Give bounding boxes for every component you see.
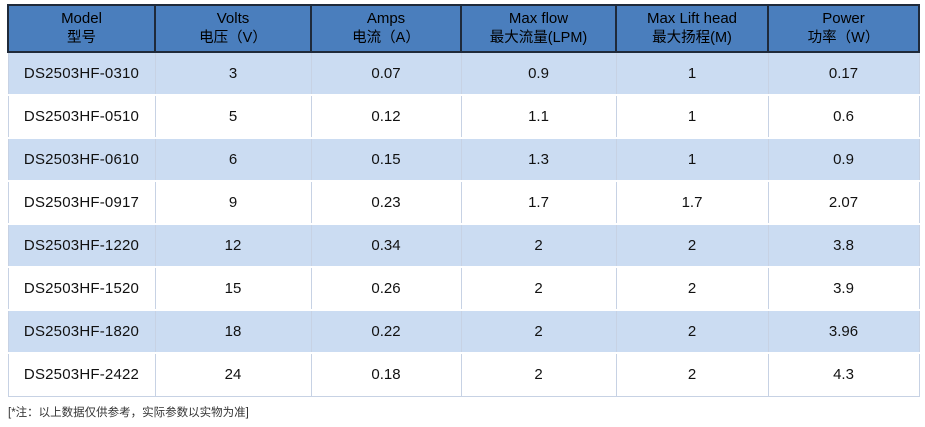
table-row: DS2503HF-0310 3 0.07 0.9 1 0.17 <box>7 51 920 96</box>
column-header-en: Power <box>822 10 865 27</box>
amps-cell: 0.18 <box>310 352 462 397</box>
column-header-max_flow: Max flow 最大流量(LPM) <box>460 4 617 53</box>
max_lift_head-cell: 1 <box>615 51 769 96</box>
max_lift_head-cell: 2 <box>615 352 769 397</box>
table-row: DS2503HF-0610 6 0.15 1.3 1 0.9 <box>7 137 920 182</box>
power-cell: 0.6 <box>767 94 920 139</box>
table-row: DS2503HF-0510 5 0.12 1.1 1 0.6 <box>7 94 920 139</box>
max_flow-cell: 0.9 <box>460 51 617 96</box>
max_flow-cell: 2 <box>460 309 617 354</box>
column-header-zh: 型号 <box>67 30 96 46</box>
table-row: DS2503HF-1820 18 0.22 2 2 3.96 <box>7 309 920 354</box>
column-header-en: Max flow <box>508 10 569 27</box>
amps-cell: 0.34 <box>310 223 462 268</box>
max_flow-cell: 1.7 <box>460 180 617 225</box>
model-cell: DS2503HF-1820 <box>7 309 156 354</box>
table-body: DS2503HF-0310 3 0.07 0.9 1 0.17 DS2503HF-0510 5… <box>7 51 920 397</box>
max_lift_head-cell: 1 <box>615 137 769 182</box>
power-cell: 2.07 <box>767 180 920 225</box>
column-header-en: Amps <box>366 10 406 27</box>
amps-cell: 0.23 <box>310 180 462 225</box>
model-cell: DS2503HF-1220 <box>7 223 156 268</box>
volts-cell: 5 <box>154 94 312 139</box>
model-cell: DS2503HF-0610 <box>7 137 156 182</box>
model-cell: DS2503HF-0510 <box>7 94 156 139</box>
column-header-max_lift_head: Max Lift head 最大扬程(M) <box>615 4 769 53</box>
amps-cell: 0.26 <box>310 266 462 311</box>
amps-cell: 0.12 <box>310 94 462 139</box>
header-row: Model 型号 Volts 电压（V） Amps 电流（A） Max flow 最大流量(L… <box>7 4 920 53</box>
volts-cell: 24 <box>154 352 312 397</box>
pump-spec-table: Model 型号 Volts 电压（V） Amps 电流（A） Max flow 最大流量(L… <box>7 4 920 397</box>
max_flow-cell: 2 <box>460 223 617 268</box>
column-header-en: Max Lift head <box>646 10 738 27</box>
volts-cell: 18 <box>154 309 312 354</box>
max_flow-cell: 1.3 <box>460 137 617 182</box>
table-row: DS2503HF-1520 15 0.26 2 2 3.9 <box>7 266 920 311</box>
column-header-zh: 电压（V） <box>199 30 267 46</box>
model-cell: DS2503HF-0917 <box>7 180 156 225</box>
power-cell: 3.8 <box>767 223 920 268</box>
model-cell: DS2503HF-2422 <box>7 352 156 397</box>
column-header-en: Volts <box>216 10 250 27</box>
table-row: DS2503HF-0917 9 0.23 1.7 1.7 2.07 <box>7 180 920 225</box>
table-row: DS2503HF-1220 12 0.34 2 2 3.8 <box>7 223 920 268</box>
power-cell: 4.3 <box>767 352 920 397</box>
max_lift_head-cell: 2 <box>615 223 769 268</box>
volts-cell: 3 <box>154 51 312 96</box>
max_flow-cell: 2 <box>460 266 617 311</box>
table-row: DS2503HF-2422 24 0.18 2 2 4.3 <box>7 352 920 397</box>
column-header-zh: 功率（W） <box>807 30 880 46</box>
power-cell: 0.9 <box>767 137 920 182</box>
amps-cell: 0.15 <box>310 137 462 182</box>
max_flow-cell: 1.1 <box>460 94 617 139</box>
column-header-model: Model 型号 <box>7 4 156 53</box>
power-cell: 3.9 <box>767 266 920 311</box>
power-cell: 0.17 <box>767 51 920 96</box>
max_flow-cell: 2 <box>460 352 617 397</box>
volts-cell: 9 <box>154 180 312 225</box>
volts-cell: 6 <box>154 137 312 182</box>
column-header-amps: Amps 电流（A） <box>310 4 462 53</box>
model-cell: DS2503HF-0310 <box>7 51 156 96</box>
volts-cell: 12 <box>154 223 312 268</box>
column-header-zh: 电流（A） <box>352 30 420 46</box>
disclaimer-footnote: [*注：以上数据仅供参考，实际参数以实物为准] <box>8 407 249 419</box>
volts-cell: 15 <box>154 266 312 311</box>
table-header: Model 型号 Volts 电压（V） Amps 电流（A） Max flow 最大流量(L… <box>7 4 920 53</box>
column-header-power: Power 功率（W） <box>767 4 920 53</box>
power-cell: 3.96 <box>767 309 920 354</box>
max_lift_head-cell: 2 <box>615 266 769 311</box>
column-header-zh: 最大流量(LPM) <box>489 30 588 46</box>
column-header-en: Model <box>61 10 102 27</box>
max_lift_head-cell: 1.7 <box>615 180 769 225</box>
max_lift_head-cell: 1 <box>615 94 769 139</box>
column-header-volts: Volts 电压（V） <box>154 4 312 53</box>
model-cell: DS2503HF-1520 <box>7 266 156 311</box>
amps-cell: 0.07 <box>310 51 462 96</box>
amps-cell: 0.22 <box>310 309 462 354</box>
max_lift_head-cell: 2 <box>615 309 769 354</box>
column-header-zh: 最大扬程(M) <box>652 30 732 46</box>
